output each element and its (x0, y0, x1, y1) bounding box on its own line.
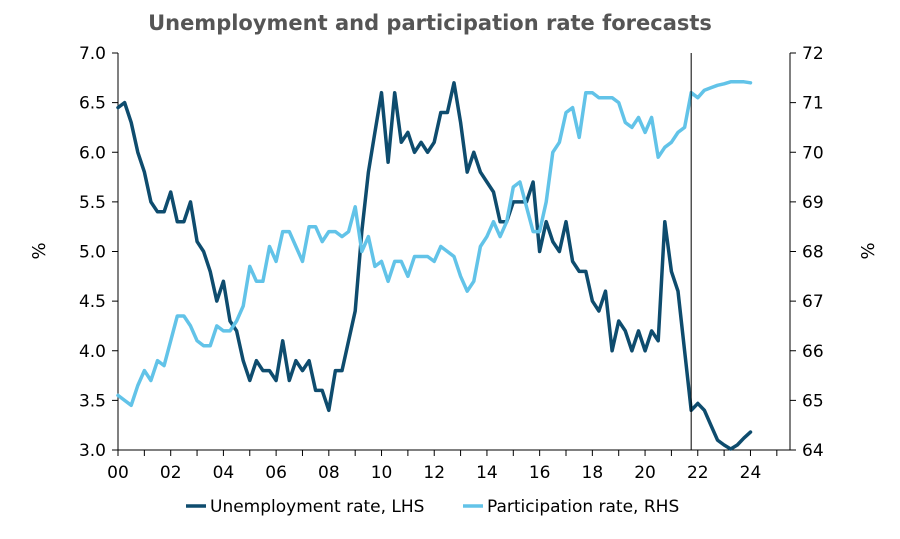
right-tick-label: 70 (802, 143, 824, 163)
legend-label: Participation rate, RHS (487, 497, 679, 517)
legend-label: Unemployment rate, LHS (210, 497, 424, 517)
left-tick-label: 3.5 (79, 391, 106, 411)
x-axis: 00 02 04 06 08 10 12 14 16 18 20 22 24 (107, 450, 778, 483)
left-tick-label: 5.0 (79, 243, 106, 263)
x-tick-label: 08 (318, 463, 340, 483)
right-axis-title: % (858, 242, 879, 259)
participation-rate-line (116, 80, 753, 408)
left-tick-label: 6.5 (79, 94, 106, 114)
left-tick-label: 4.5 (79, 292, 106, 312)
legend: Unemployment rate, LHS Participation rate… (186, 497, 679, 517)
right-tick-label: 72 (802, 44, 824, 64)
left-tick-label: 4.0 (79, 342, 106, 362)
right-tick-label: 65 (802, 391, 824, 411)
x-tick-label: 22 (687, 463, 709, 483)
right-tick-label: 69 (802, 193, 824, 213)
right-tick-label: 68 (802, 243, 824, 263)
left-axis: 3.0 3.5 4.0 4.5 5.0 5.5 6.0 6.5 7.0 (79, 44, 118, 461)
x-tick-label: 06 (265, 463, 287, 483)
right-axis: 64 65 66 67 68 69 70 71 72 (790, 44, 824, 461)
left-axis-title: % (29, 242, 50, 259)
chart-title: Unemployment and participation rate fore… (148, 11, 712, 35)
x-tick-label: 10 (371, 463, 393, 483)
x-tick-label: 04 (213, 463, 235, 483)
x-tick-label: 00 (107, 463, 129, 483)
right-tick-label: 64 (802, 441, 824, 461)
x-tick-label: 16 (529, 463, 551, 483)
right-tick-label: 66 (802, 342, 824, 362)
unemployment-rate-line (116, 81, 753, 451)
left-tick-label: 5.5 (79, 193, 106, 213)
left-tick-label: 7.0 (79, 44, 106, 64)
x-tick-label: 12 (423, 463, 445, 483)
right-tick-label: 67 (802, 292, 824, 312)
x-tick-label: 14 (476, 463, 498, 483)
series-layer (116, 80, 753, 451)
left-tick-label: 6.0 (79, 143, 106, 163)
x-tick-label: 18 (582, 463, 604, 483)
x-tick-label: 02 (160, 463, 182, 483)
x-tick-label: 20 (634, 463, 656, 483)
right-tick-label: 71 (802, 94, 824, 114)
x-tick-label: 24 (740, 463, 762, 483)
left-tick-label: 3.0 (79, 441, 106, 461)
